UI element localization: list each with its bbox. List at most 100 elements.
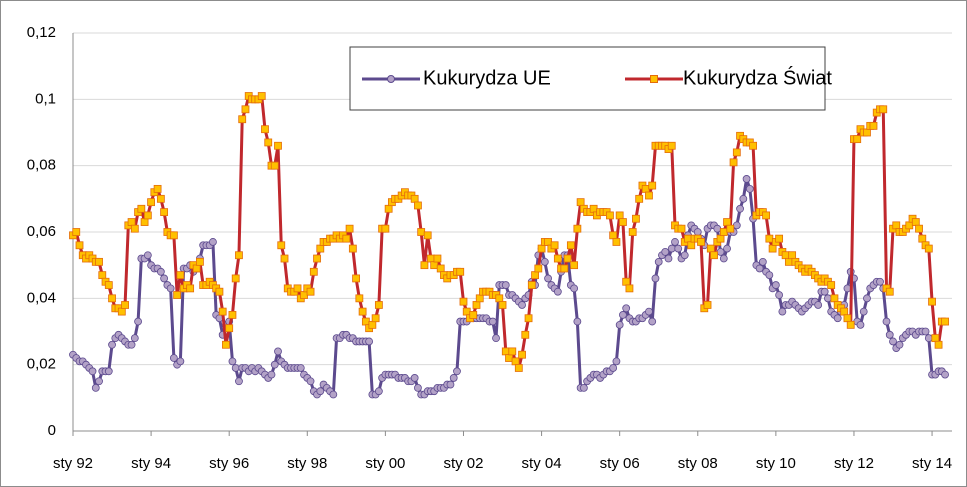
marker (508, 347, 517, 356)
marker (462, 307, 471, 316)
marker (560, 264, 569, 273)
y-tick-label: 0,04 (27, 289, 56, 306)
marker (156, 267, 165, 276)
marker (345, 224, 354, 233)
legend-label: Kukurydza UE (423, 67, 551, 89)
marker (186, 284, 195, 293)
marker (924, 334, 933, 343)
marker (176, 357, 185, 366)
marker (95, 377, 103, 386)
x-tick-label: sty 92 (53, 455, 93, 472)
legend-marker (387, 75, 395, 83)
marker (134, 317, 142, 326)
marker (274, 347, 282, 356)
marker (911, 218, 920, 226)
y-tick-label: 0,12 (27, 24, 56, 41)
marker (355, 294, 364, 303)
marker (501, 347, 510, 356)
marker (905, 221, 914, 230)
marker (414, 383, 422, 392)
marker (527, 281, 536, 289)
marker (589, 204, 598, 213)
marker (775, 291, 784, 299)
marker (469, 311, 478, 319)
marker (453, 367, 461, 376)
marker (723, 244, 731, 253)
x-tick-label: sty 00 (365, 455, 405, 472)
marker (540, 257, 549, 266)
marker (827, 281, 836, 289)
marker (820, 287, 829, 296)
marker (671, 238, 679, 246)
marker (661, 247, 670, 256)
marker (625, 284, 634, 293)
x-tick-label: sty 14 (912, 455, 952, 472)
marker (140, 218, 149, 226)
marker (687, 241, 696, 250)
marker (697, 238, 705, 246)
marker (267, 370, 276, 379)
marker (645, 191, 653, 200)
marker (573, 224, 582, 233)
marker (368, 320, 377, 329)
marker (293, 284, 302, 293)
marker (606, 211, 614, 220)
marker (228, 311, 237, 319)
marker (609, 364, 618, 372)
marker (632, 214, 640, 223)
marker (420, 261, 429, 270)
marker (544, 238, 552, 246)
marker (137, 204, 146, 213)
marker (941, 370, 949, 379)
marker (215, 287, 224, 296)
series (69, 92, 949, 372)
marker (296, 364, 305, 372)
marker (885, 330, 894, 339)
marker (104, 367, 113, 376)
marker (228, 357, 237, 366)
marker (876, 277, 884, 286)
marker (924, 244, 933, 253)
marker (768, 244, 777, 253)
marker (732, 221, 741, 230)
marker (261, 125, 269, 134)
marker (524, 314, 533, 323)
marker (169, 354, 178, 362)
marker (710, 251, 718, 260)
marker (306, 377, 315, 386)
x-tick-label: sty 98 (287, 455, 327, 472)
marker (622, 277, 631, 286)
marker (931, 334, 940, 343)
marker (410, 374, 419, 382)
marker (840, 307, 849, 316)
marker (531, 271, 539, 280)
legend: Kukurydza UE Kukurydza Świat (349, 46, 832, 111)
marker (108, 294, 116, 303)
marker (306, 287, 315, 296)
marker (758, 257, 767, 266)
marker (342, 234, 351, 243)
marker (879, 105, 888, 114)
marker (365, 337, 374, 346)
marker (853, 135, 862, 144)
marker (492, 334, 500, 343)
marker (843, 314, 852, 323)
marker (739, 194, 748, 203)
marker (498, 301, 507, 309)
marker (719, 254, 728, 263)
marker (358, 307, 367, 316)
marker (612, 357, 621, 366)
marker (501, 281, 510, 289)
marker (127, 340, 136, 349)
marker (641, 184, 650, 193)
marker (778, 307, 787, 316)
marker (231, 274, 240, 283)
marker (749, 141, 757, 150)
legend-box (349, 46, 826, 111)
marker (941, 317, 949, 326)
marker (570, 261, 579, 270)
marker (117, 307, 126, 316)
marker (732, 148, 741, 157)
x-tick-label: sty 94 (131, 455, 171, 472)
marker (173, 291, 182, 299)
